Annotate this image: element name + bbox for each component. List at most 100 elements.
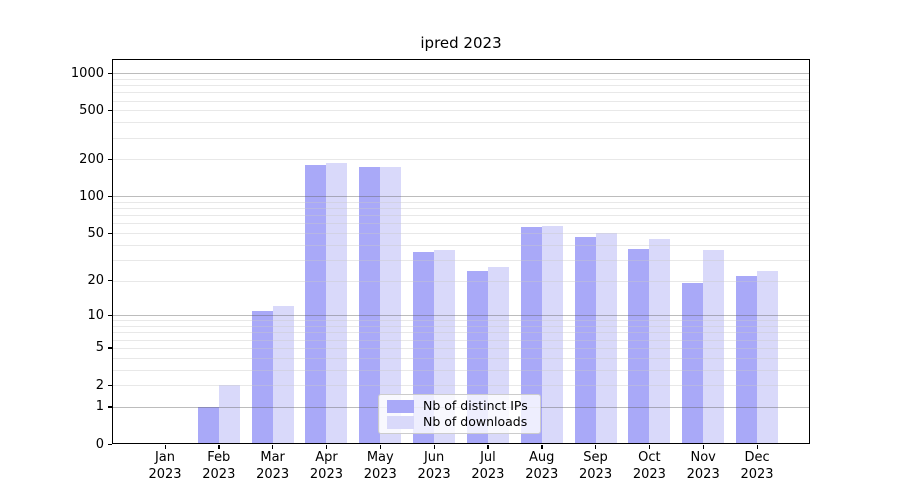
bar-ips-aug <box>520 227 542 444</box>
minor-gridline <box>112 92 810 94</box>
minor-gridline <box>112 137 810 139</box>
y-tick-label: 200 <box>79 151 104 167</box>
bar-ips-nov <box>682 283 704 444</box>
x-tick-label: Jul 2023 <box>471 450 505 482</box>
major-gridline <box>112 73 810 75</box>
legend-swatch-distinct-ips <box>387 399 414 413</box>
legend-item-downloads: Nb of downloads <box>387 415 532 429</box>
bar-ips-mar <box>251 310 273 444</box>
x-tick-label: Nov 2023 <box>686 450 720 482</box>
x-tick <box>272 444 274 449</box>
minor-gridline <box>112 110 810 112</box>
minor-gridline <box>112 385 810 387</box>
bar-downloads-sep <box>595 233 617 444</box>
bar-downloads-dec <box>757 271 779 444</box>
minor-gridline <box>112 357 810 359</box>
major-gridline <box>112 196 810 198</box>
y-tick-label: 20 <box>87 273 104 289</box>
minor-gridline <box>112 326 810 328</box>
major-gridline <box>112 315 810 317</box>
minor-gridline <box>112 100 810 102</box>
x-tick <box>433 444 435 449</box>
legend-label-downloads: Nb of downloads <box>423 414 528 429</box>
x-tick <box>541 444 543 449</box>
minor-gridline <box>112 223 810 225</box>
bar-downloads-oct <box>649 238 671 444</box>
x-tick-label: Jan 2023 <box>148 450 182 482</box>
y-tick <box>108 406 112 408</box>
x-tick-label: Dec 2023 <box>740 450 774 482</box>
x-tick-label: Jun 2023 <box>417 450 451 482</box>
y-tick <box>108 72 112 75</box>
legend-item-distinct-ips: Nb of distinct IPs <box>387 399 532 413</box>
y-tick <box>108 195 112 198</box>
minor-gridline <box>112 122 810 124</box>
y-tick-label: 1 <box>95 399 104 415</box>
x-tick <box>595 444 597 449</box>
legend: Nb of distinct IPs Nb of downloads <box>378 394 541 434</box>
legend-swatch-downloads <box>387 415 414 429</box>
bar-downloads-aug <box>541 226 563 444</box>
x-tick <box>702 444 704 449</box>
y-tick <box>108 232 112 234</box>
x-tick <box>648 444 651 449</box>
y-tick <box>108 158 112 161</box>
minor-gridline <box>112 320 810 322</box>
chart-title: ipred 2023 <box>420 34 502 52</box>
y-tick-label: 50 <box>87 225 104 241</box>
minor-gridline <box>112 215 810 217</box>
bar-downloads-nov <box>703 250 725 444</box>
bar-downloads-apr <box>326 163 348 444</box>
x-tick <box>164 444 166 449</box>
bar-downloads-mar <box>272 306 294 444</box>
x-tick <box>218 444 220 449</box>
y-tick <box>108 384 112 386</box>
x-tick-label: Sep 2023 <box>579 450 613 482</box>
y-tick <box>108 314 112 317</box>
plot-area <box>112 59 810 444</box>
x-tick-label: Aug 2023 <box>525 450 559 482</box>
minor-gridline <box>112 159 810 161</box>
bar-ips-feb <box>197 406 219 444</box>
minor-gridline <box>112 259 810 261</box>
bar-ips-may <box>359 167 381 444</box>
bar-ips-dec <box>736 275 758 444</box>
y-tick <box>108 347 112 349</box>
minor-gridline <box>112 347 810 349</box>
x-tick <box>379 444 382 449</box>
y-tick-label: 100 <box>79 188 104 204</box>
bar-ips-oct <box>628 248 650 444</box>
y-tick-label: 10 <box>87 307 104 323</box>
x-tick-label: Mar 2023 <box>256 450 290 482</box>
bar-downloads-may <box>380 166 402 444</box>
y-tick-label: 2 <box>95 377 104 393</box>
x-tick-label: May 2023 <box>363 450 397 482</box>
minor-gridline <box>112 369 810 371</box>
minor-gridline <box>112 332 810 334</box>
y-tick <box>108 280 112 282</box>
x-tick-label: Oct 2023 <box>632 450 666 482</box>
y-tick-label: 1000 <box>70 65 104 81</box>
minor-gridline <box>112 280 810 282</box>
x-tick <box>756 444 758 449</box>
bar-ips-sep <box>574 237 596 444</box>
y-tick <box>108 443 112 445</box>
x-tick <box>325 444 328 449</box>
x-tick-label: Apr 2023 <box>309 450 343 482</box>
minor-gridline <box>112 233 810 234</box>
y-tick-label: 5 <box>95 340 104 356</box>
minor-gridline <box>112 201 810 203</box>
y-tick-label: 500 <box>79 102 104 118</box>
legend-label-distinct-ips: Nb of distinct IPs <box>423 398 528 413</box>
bar-downloads-feb <box>218 385 240 444</box>
minor-gridline <box>112 208 810 210</box>
y-tick-label: 0 <box>95 436 104 452</box>
x-tick <box>487 444 489 449</box>
bar-ips-apr <box>305 164 327 444</box>
x-tick-label: Feb 2023 <box>202 450 236 482</box>
y-tick <box>108 109 112 112</box>
minor-gridline <box>112 339 810 341</box>
minor-gridline <box>112 85 810 87</box>
minor-gridline <box>112 78 810 80</box>
